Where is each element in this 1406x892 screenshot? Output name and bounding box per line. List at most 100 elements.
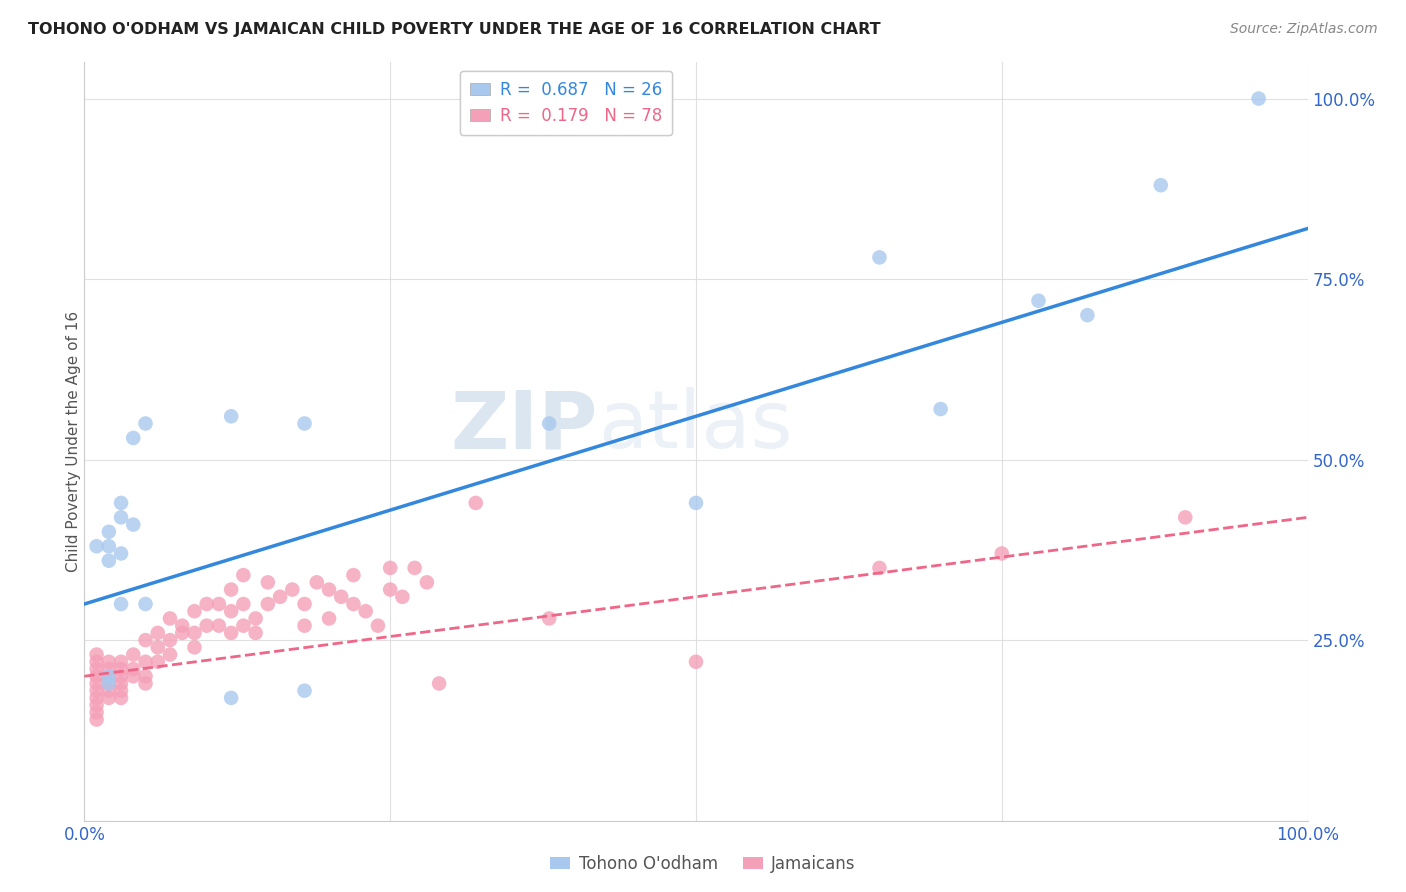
Point (281, 582, 304, 597)
Point (122, 669, 145, 683)
Point (146, 655, 169, 669)
Point (135, 597, 157, 611)
Point (146, 640, 169, 655)
Point (685, 655, 707, 669)
Point (427, 676, 450, 690)
Point (97, 683, 120, 698)
Point (232, 568, 254, 582)
Text: Source: ZipAtlas.com: Source: ZipAtlas.com (1230, 22, 1378, 37)
Point (330, 590, 353, 604)
Point (86, 648, 108, 662)
Point (86, 713, 108, 727)
Point (97, 524, 120, 539)
Point (318, 611, 340, 625)
Point (97, 554, 120, 568)
Point (929, 402, 952, 417)
Point (110, 496, 132, 510)
Point (135, 655, 157, 669)
Point (208, 597, 231, 611)
Point (380, 582, 402, 597)
Point (86, 662, 108, 676)
Point (135, 676, 157, 690)
Point (86, 669, 108, 683)
Point (342, 597, 364, 611)
Point (305, 575, 328, 590)
Point (464, 496, 486, 510)
Point (135, 633, 157, 648)
Point (86, 706, 108, 720)
Point (195, 597, 218, 611)
Point (110, 546, 132, 560)
Point (294, 417, 316, 431)
Point (122, 431, 145, 445)
Point (685, 496, 707, 510)
Point (110, 676, 132, 690)
Point (219, 582, 242, 597)
Point (219, 604, 242, 618)
Point (1247, 91, 1270, 105)
Point (1028, 293, 1050, 308)
Point (122, 648, 145, 662)
Point (294, 597, 316, 611)
Point (219, 690, 242, 705)
Point (97, 539, 120, 553)
Point (122, 517, 145, 532)
Point (257, 575, 280, 590)
Point (294, 618, 316, 632)
Point (391, 590, 413, 604)
Point (110, 597, 132, 611)
Point (257, 597, 280, 611)
Point (219, 626, 242, 640)
Point (86, 655, 108, 669)
Point (294, 683, 316, 698)
Y-axis label: Child Poverty Under the Age of 16: Child Poverty Under the Age of 16 (66, 311, 80, 572)
Point (86, 676, 108, 690)
Point (1174, 510, 1197, 524)
Point (135, 417, 157, 431)
Point (219, 409, 242, 424)
Point (232, 618, 254, 632)
Point (86, 683, 108, 698)
Point (110, 669, 132, 683)
Point (869, 561, 891, 575)
Point (97, 662, 120, 676)
Point (86, 690, 108, 705)
Point (1150, 178, 1173, 193)
Point (380, 561, 402, 575)
Point (86, 539, 108, 553)
Point (97, 690, 120, 705)
Point (538, 611, 561, 625)
Legend: R =  0.687   N = 26, R =  0.179   N = 78: R = 0.687 N = 26, R = 0.179 N = 78 (460, 70, 672, 135)
Point (195, 618, 218, 632)
Point (97, 669, 120, 683)
Text: TOHONO O'ODHAM VS JAMAICAN CHILD POVERTY UNDER THE AGE OF 16 CORRELATION CHART: TOHONO O'ODHAM VS JAMAICAN CHILD POVERTY… (28, 22, 880, 37)
Point (159, 633, 181, 648)
Point (354, 604, 377, 618)
Point (172, 626, 194, 640)
Point (318, 582, 340, 597)
Point (110, 683, 132, 698)
Point (146, 626, 169, 640)
Point (135, 669, 157, 683)
Point (159, 648, 181, 662)
Point (110, 510, 132, 524)
Point (208, 618, 231, 632)
Point (342, 568, 364, 582)
Point (110, 662, 132, 676)
Point (232, 597, 254, 611)
Point (269, 590, 291, 604)
Point (245, 626, 267, 640)
Point (869, 251, 891, 265)
Point (86, 698, 108, 712)
Point (991, 546, 1014, 560)
Point (159, 611, 181, 625)
Text: atlas: atlas (598, 387, 793, 466)
Point (183, 640, 205, 655)
Point (122, 662, 145, 676)
Point (110, 690, 132, 705)
Point (245, 611, 267, 625)
Point (97, 676, 120, 690)
Point (538, 417, 561, 431)
Point (172, 618, 194, 632)
Point (97, 669, 120, 683)
